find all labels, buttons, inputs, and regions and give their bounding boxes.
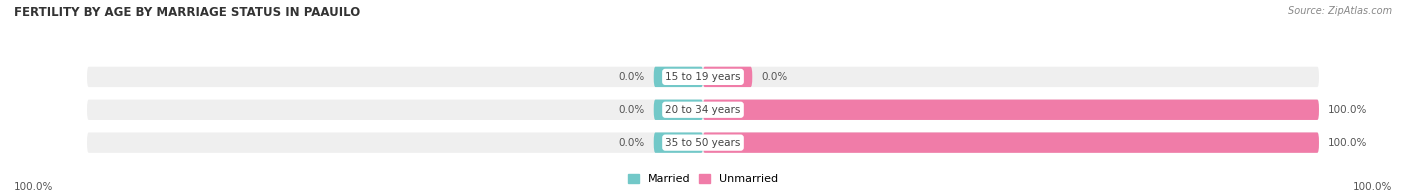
Text: 0.0%: 0.0% [619,105,644,115]
FancyBboxPatch shape [654,100,703,120]
Text: Source: ZipAtlas.com: Source: ZipAtlas.com [1288,6,1392,16]
FancyBboxPatch shape [87,132,1319,153]
Text: 100.0%: 100.0% [1329,138,1368,148]
Text: 100.0%: 100.0% [1329,105,1368,115]
FancyBboxPatch shape [654,67,703,87]
Text: 35 to 50 years: 35 to 50 years [665,138,741,148]
Text: 100.0%: 100.0% [1353,182,1392,192]
Legend: Married, Unmarried: Married, Unmarried [623,169,783,189]
Text: 0.0%: 0.0% [619,72,644,82]
FancyBboxPatch shape [87,67,1319,87]
FancyBboxPatch shape [703,100,1319,120]
Text: 0.0%: 0.0% [619,138,644,148]
FancyBboxPatch shape [703,67,752,87]
Text: FERTILITY BY AGE BY MARRIAGE STATUS IN PAAUILO: FERTILITY BY AGE BY MARRIAGE STATUS IN P… [14,6,360,19]
Text: 15 to 19 years: 15 to 19 years [665,72,741,82]
FancyBboxPatch shape [87,100,1319,120]
Text: 0.0%: 0.0% [762,72,787,82]
FancyBboxPatch shape [654,132,703,153]
Text: 20 to 34 years: 20 to 34 years [665,105,741,115]
FancyBboxPatch shape [703,132,1319,153]
Text: 100.0%: 100.0% [14,182,53,192]
